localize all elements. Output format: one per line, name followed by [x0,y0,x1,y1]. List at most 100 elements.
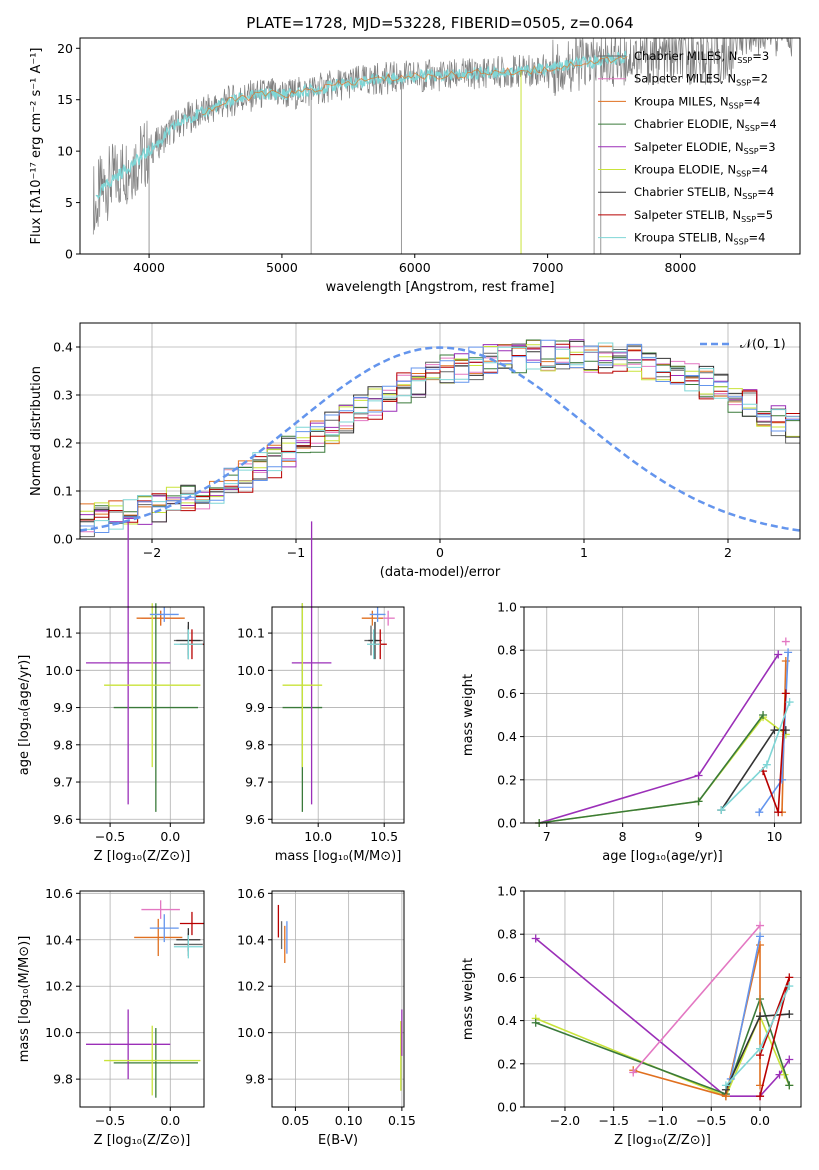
panel-spectrum: Chabrier MILES, NSSP=3 Salpeter MILES, NS… [29,36,801,295]
x-tick-label: −0.5 [95,1113,125,1128]
y-tick-label: 10.4 [237,932,265,947]
panel-age-Z: −0.5 0.0 9.6 9.7 9.8 9.9 10.0 10.1 Z [log₁₀(Z/Z⊙… [17,521,205,864]
plus-marker [755,808,764,817]
y-tick-label: 9.8 [245,737,265,752]
y-tick-label: 9.6 [53,812,73,827]
y-tick-label: 10 [57,144,73,159]
y-tick-label: 0.8 [497,643,517,658]
x-tick-label: 5000 [266,260,298,275]
axes-frame [523,606,802,824]
y-tick-label: 10.6 [45,886,73,901]
legend-label: Kroupa MILES, NSSP=4 [634,94,760,110]
plus-marker [785,1010,794,1019]
x-axis-label: Z [log₁₀(Z/Z⊙)] [614,1133,711,1148]
y-tick-label: 10.2 [237,979,265,994]
weight-line [730,936,761,1080]
x-tick-label: 4000 [133,260,165,275]
panel-residuals: 𝒩(0, 1) −2 −1 0 1 2 0.0 0.1 0.2 0.3 0.4 (data-model… [29,322,801,580]
y-tick-label: 0.8 [497,927,517,942]
x-tick-label: −0.5 [95,829,125,844]
x-tick-label: 10.5 [370,829,398,844]
plus-marker [694,771,703,780]
x-axis-label: mass [log₁₀(M/M⊙)] [275,849,402,864]
y-tick-label: 10.4 [45,932,73,947]
y-tick-label: 9.9 [245,700,265,715]
y-tick-label: 10.1 [45,626,73,641]
plus-marker [784,648,793,657]
weight-line [632,925,761,1073]
plus-marker [770,726,779,735]
plus-marker [781,637,790,646]
spectrum-model-line [95,50,627,200]
x-tick-label: 0.0 [160,829,180,844]
x-tick-label: −2 [143,545,161,560]
panel-mass-EBV: 0.05 0.10 0.15 9.8 10.0 10.2 10.4 10.6 E(B-V) [237,886,416,1148]
plus-marker [531,934,540,943]
y-tick-label: 9.6 [245,812,265,827]
histogram-step [80,343,800,523]
legend-label: Salpeter ELODIE, NSSP=3 [634,140,776,156]
plus-marker [762,760,771,769]
y-tick-label: 0.0 [53,532,73,547]
axes-frame [79,37,801,255]
x-tick-label: 7 [543,829,551,844]
histogram-step [80,342,800,530]
plus-marker [778,775,787,784]
plus-marker [756,1012,765,1021]
x-tick-label: 0 [436,545,444,560]
legend-label: Salpeter STELIB, NSSP=5 [634,208,773,224]
x-tick-label: −1.5 [599,1113,629,1128]
legend-label: Kroupa ELODIE, NSSP=4 [634,163,768,179]
x-tick-label: −1 [287,545,305,560]
y-tick-label: 15 [57,92,73,107]
x-tick-label: −0.5 [696,1113,726,1128]
plus-marker [531,1018,540,1027]
legend-label: Chabrier STELIB, NSSP=4 [634,185,774,201]
legend-label: Chabrier MILES, NSSP=3 [634,49,769,65]
y-axis-label: Normed distribution [29,366,44,496]
panel-mass-Z: −0.5 0.0 9.8 10.0 10.2 10.4 10.6 Z [log₁₀(Z/Z⊙)… [17,886,205,1148]
y-tick-label: 20 [57,41,73,56]
y-tick-label: 0.1 [53,484,73,499]
gaussian-curve [79,346,801,532]
y-tick-label: 10.0 [45,663,73,678]
y-tick-label: 0.2 [497,772,517,787]
x-tick-label: −2.0 [550,1113,580,1128]
x-tick-label: 6000 [399,260,431,275]
x-axis-label: Z [log₁₀(Z/Z⊙)] [94,849,191,864]
y-tick-label: 1.0 [497,600,517,615]
plus-marker [756,921,765,930]
y-axis-label: mass weight [461,674,476,756]
y-tick-label: 9.8 [53,737,73,752]
plus-marker [774,650,783,659]
axes-frame [271,606,405,824]
plus-marker [694,797,703,806]
y-tick-label: 9.8 [53,1072,73,1087]
x-tick-label: 10 [766,829,782,844]
plus-marker [785,1055,794,1064]
plus-marker [774,808,783,817]
panel-age-mass: 10.0 10.5 9.6 9.7 9.8 9.9 10.0 10.1 mass [log₁₀(… [237,521,405,864]
legend-label: Kroupa STELIB, NSSP=4 [634,231,765,247]
x-axis-label: Z [log₁₀(Z/Z⊙)] [94,1133,191,1148]
y-tick-label: 0.2 [53,436,73,451]
plus-marker [717,806,726,815]
legend-label: Chabrier ELODIE, NSSP=4 [634,117,777,133]
plus-marker [756,941,765,949]
plus-marker [721,1081,730,1090]
y-tick-label: 5 [65,195,73,210]
figure-title: PLATE=1728, MJD=53228, FIBERID=0505, z=0… [246,14,633,32]
x-tick-label: −1.0 [647,1113,677,1128]
x-tick-label: 0.10 [335,1113,363,1128]
plus-marker [756,1044,765,1053]
x-tick-label: 7000 [532,260,564,275]
y-axis-label: mass weight [461,958,476,1040]
x-tick-label: 1 [580,545,588,560]
x-tick-label: 8000 [665,260,697,275]
y-tick-label: 0.0 [497,816,517,831]
plus-marker [756,932,765,941]
y-tick-label: 9.7 [245,775,265,790]
axes-frame [79,606,205,824]
y-tick-label: 10.6 [237,886,265,901]
